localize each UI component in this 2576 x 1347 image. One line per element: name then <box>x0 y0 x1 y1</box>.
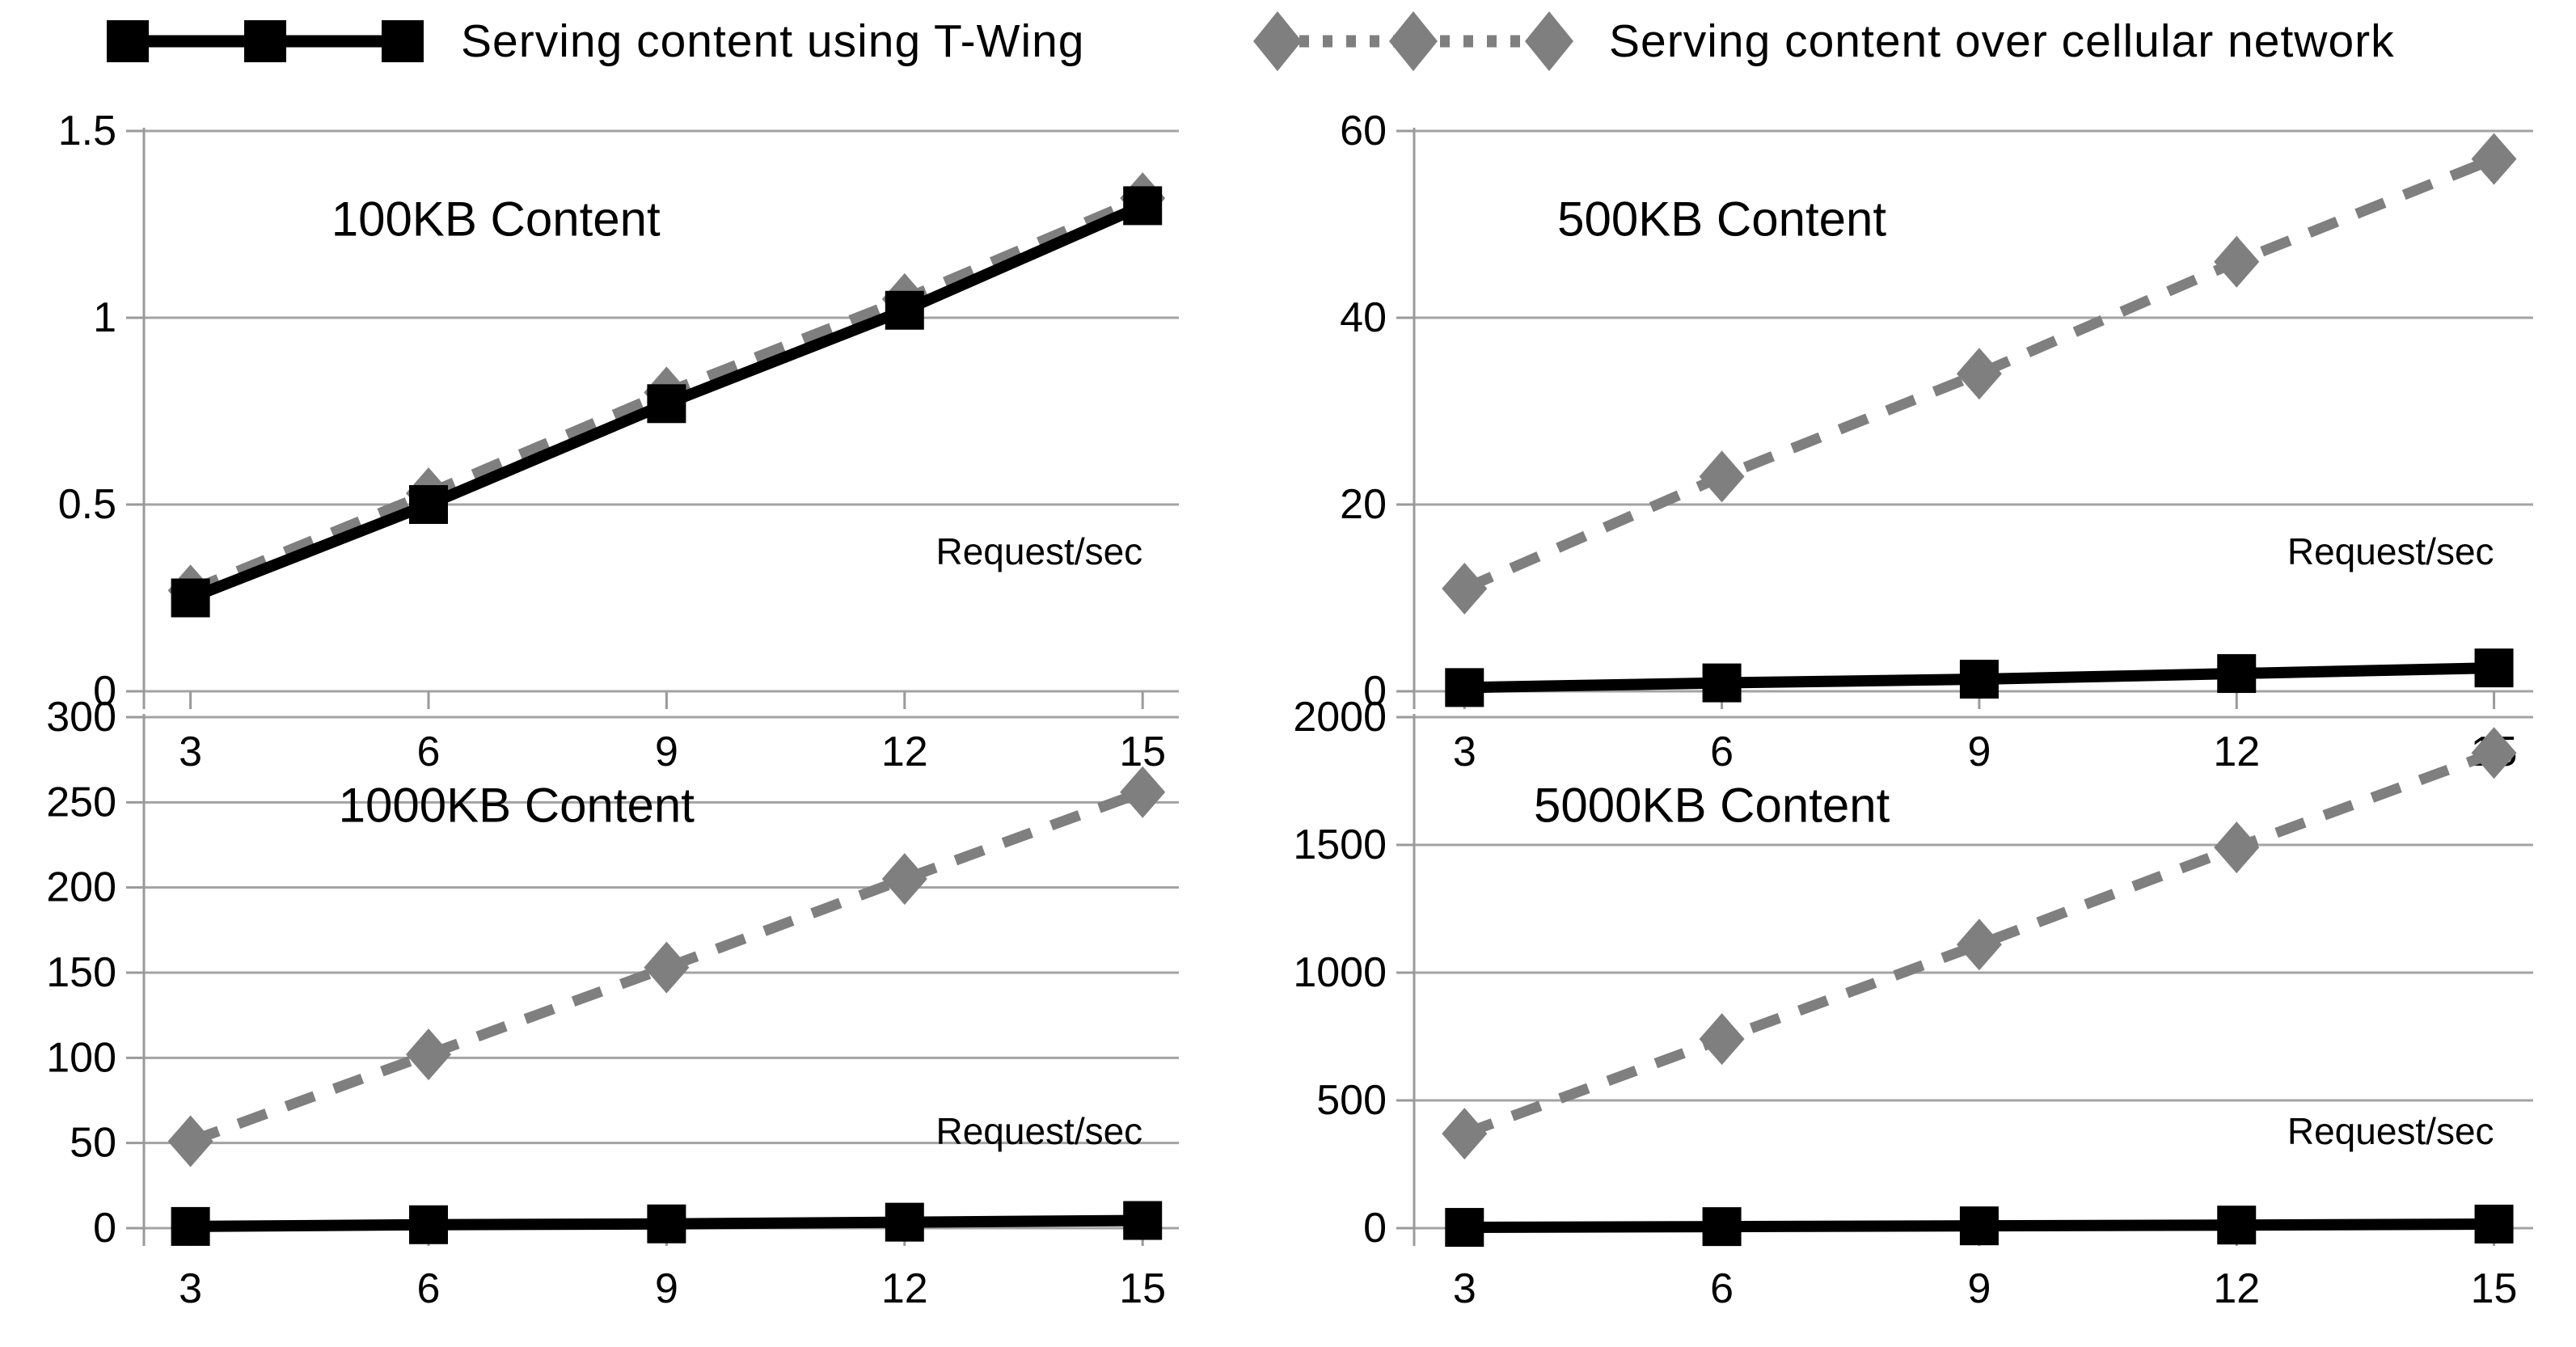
svg-text:12: 12 <box>2213 1265 2260 1312</box>
y-axis-labels: 0 500 1000 1500 2000 <box>1293 694 1387 1252</box>
legend-item-cellular: Serving content over cellular network <box>1252 6 2395 76</box>
svg-text:500: 500 <box>1316 1077 1387 1124</box>
chart-canvas: 0 500 1000 1500 2000 3 6 9 12 15 5000KB Content Req… <box>1293 694 2533 1312</box>
svg-text:0: 0 <box>93 668 116 715</box>
svg-text:9: 9 <box>655 728 678 775</box>
gridlines <box>144 129 1179 693</box>
svg-text:9: 9 <box>1967 1265 1991 1312</box>
svg-text:1: 1 <box>93 294 116 341</box>
svg-text:2000: 2000 <box>1293 694 1387 741</box>
svg-text:1500: 1500 <box>1293 821 1387 868</box>
unit-label: Request/sec <box>2287 530 2494 572</box>
chart-legend: Serving content using T-Wing Serving con… <box>0 0 2576 81</box>
series-cellular <box>167 766 1166 1168</box>
twing-series-marker-icon <box>107 20 424 62</box>
series-twing <box>171 186 1163 618</box>
series-twing <box>1445 648 2514 707</box>
svg-text:250: 250 <box>46 779 116 826</box>
y-axis-labels: 0 50 100 150 200 250 300 <box>46 694 116 1252</box>
svg-text:20: 20 <box>1340 481 1387 528</box>
series-cellular <box>1442 133 2517 614</box>
svg-text:0: 0 <box>93 1205 116 1252</box>
svg-text:100: 100 <box>46 1034 116 1081</box>
series-cellular <box>1442 727 2517 1160</box>
svg-text:1000: 1000 <box>1293 949 1387 996</box>
svg-text:40: 40 <box>1340 294 1387 341</box>
cellular-series-marker-icon <box>1253 11 1573 71</box>
legend-item-twing: Serving content using T-Wing <box>103 6 1085 76</box>
legend-label-cellular: Serving content over cellular network <box>1609 15 2395 67</box>
svg-text:15: 15 <box>1119 1265 1166 1312</box>
svg-text:9: 9 <box>655 1265 678 1312</box>
y-axis-labels: 0 20 40 60 <box>1340 108 1387 715</box>
svg-text:9: 9 <box>1967 728 1991 775</box>
x-axis-labels: 3 6 9 12 15 <box>179 1265 1166 1312</box>
svg-text:150: 150 <box>46 949 116 996</box>
unit-label: Request/sec <box>935 1110 1142 1152</box>
svg-text:6: 6 <box>417 1265 441 1312</box>
svg-text:3: 3 <box>1453 728 1476 775</box>
chart-title: 1000KB Content <box>339 778 695 832</box>
svg-text:50: 50 <box>70 1120 116 1167</box>
svg-text:0: 0 <box>1363 668 1387 715</box>
unit-label: Request/sec <box>2287 1110 2494 1152</box>
svg-text:12: 12 <box>2213 728 2260 775</box>
svg-text:0: 0 <box>1363 1205 1387 1252</box>
svg-text:3: 3 <box>1453 1265 1476 1312</box>
svg-text:300: 300 <box>46 694 116 741</box>
svg-text:60: 60 <box>1340 108 1387 154</box>
unit-label: Request/sec <box>935 530 1142 572</box>
svg-text:6: 6 <box>1710 1265 1734 1312</box>
svg-text:12: 12 <box>881 728 928 775</box>
chart-100kb-content: 0 0.5 1 1.5 3 6 9 12 15 100KB Content Request/sec <box>6 71 1274 792</box>
svg-text:3: 3 <box>179 1265 202 1312</box>
chart-title: 500KB Content <box>1557 192 1886 246</box>
chart-1000kb-content: 0 50 100 150 200 250 300 3 6 9 12 15 1000KB Content R… <box>6 681 1274 1345</box>
y-axis-labels: 0 0.5 1 1.5 <box>58 108 116 715</box>
chart-5000kb-content: 0 500 1000 1500 2000 3 6 9 12 15 5000KB Content Req… <box>1288 681 2570 1345</box>
svg-text:3: 3 <box>179 728 202 775</box>
series-twing <box>171 1201 1163 1246</box>
series-twing <box>1445 1204 2514 1248</box>
x-axis-labels: 3 6 9 12 15 <box>1453 1265 2518 1312</box>
legend-label-twing: Serving content using T-Wing <box>461 15 1085 67</box>
svg-text:0.5: 0.5 <box>58 481 116 528</box>
svg-text:1.5: 1.5 <box>58 108 116 154</box>
svg-text:200: 200 <box>46 864 116 911</box>
svg-text:12: 12 <box>881 1265 928 1312</box>
svg-text:6: 6 <box>1710 728 1734 775</box>
chart-title: 5000KB Content <box>1534 778 1890 832</box>
axes <box>126 128 1144 709</box>
svg-text:6: 6 <box>417 728 441 775</box>
svg-text:15: 15 <box>2471 1265 2518 1312</box>
chart-title: 100KB Content <box>332 192 661 246</box>
chart-canvas: 0 50 100 150 200 250 300 3 6 9 12 15 1000KB Content R… <box>46 694 1179 1312</box>
